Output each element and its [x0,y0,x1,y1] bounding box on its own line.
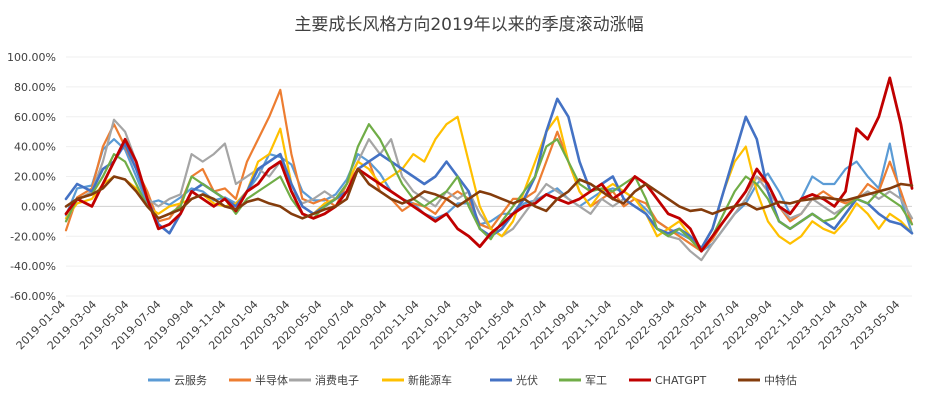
y-tick-label: -60.00% [10,290,56,303]
x-axis: 2019-01-042019-03-042019-05-042019-07-04… [14,298,903,352]
chart-title: 主要成长风格方向2019年以来的季度滚动涨幅 [294,15,644,35]
y-tick-label: -20.00% [10,230,56,243]
y-tick-label: -40.00% [10,260,56,273]
y-tick-label: 100.00% [7,51,56,64]
legend-label: 光伏 [516,373,538,387]
legend-label: 军工 [585,374,607,387]
legend-label: 云服务 [174,374,207,387]
y-tick-label: 60.00% [14,111,56,124]
legend: 云服务 半导体 消费电子 新能源车 光伏 军工 CHATGPT 中特估 [148,373,797,387]
y-tick-label: 40.00% [14,141,56,154]
y-tick-label: 80.00% [14,81,56,94]
legend-label: 消费电子 [315,373,359,387]
legend-label: CHATGPT [655,374,706,387]
y-axis: 100.00% 80.00% 60.00% 40.00% 20.00% 0.00% -20.… [7,51,56,303]
legend-label: 中特估 [764,373,797,387]
series-line-新能源车 [64,115,914,250]
y-tick-label: 20.00% [14,171,56,184]
series-line-军工 [64,123,914,253]
grid-lines [66,56,912,297]
legend-label: 半导体 [255,373,288,387]
series-line-CHATGPT [64,76,914,253]
y-tick-label: 0.00% [21,200,56,213]
series-line-中特估 [64,167,914,220]
legend-label: 新能源车 [408,373,452,387]
series-lines [64,76,914,262]
